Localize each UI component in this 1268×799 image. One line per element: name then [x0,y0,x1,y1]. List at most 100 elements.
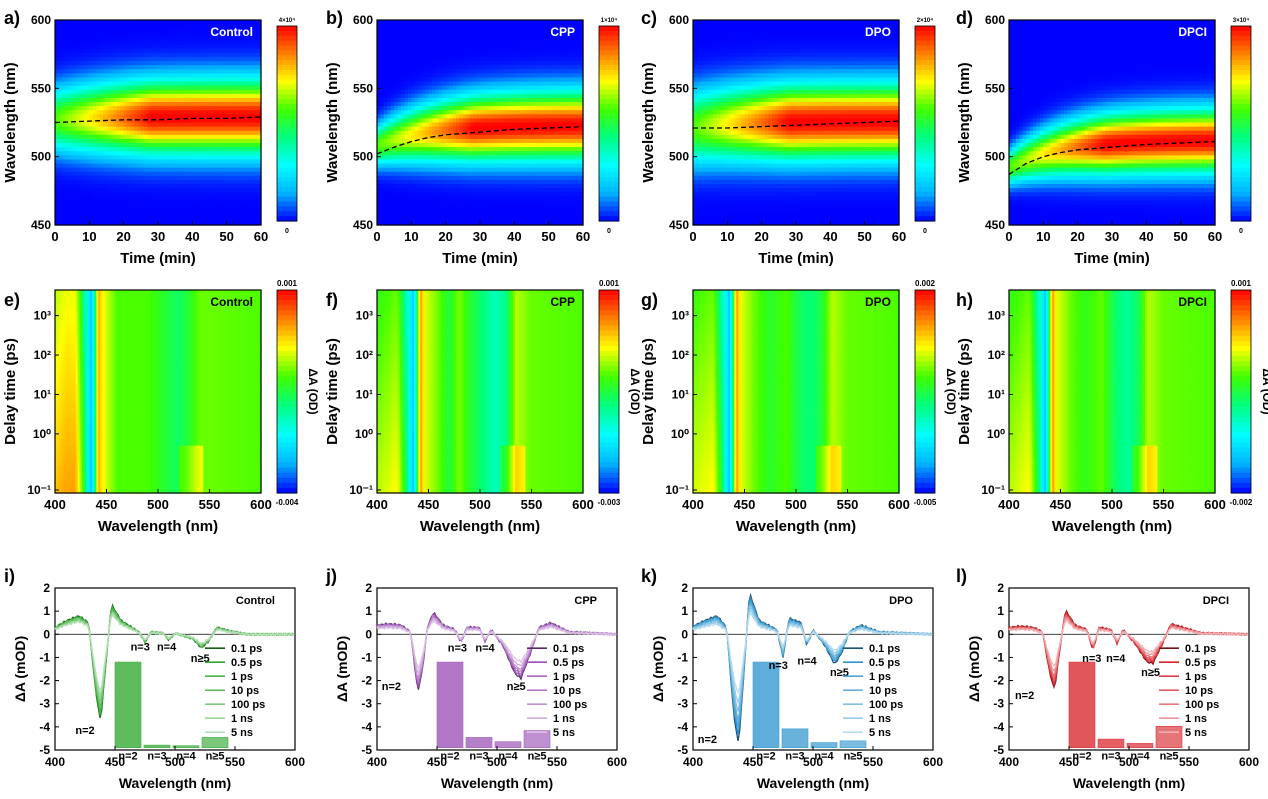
heatmap-cell [477,147,481,152]
heatmap-cell [151,135,155,140]
heatmap-cell [185,184,189,189]
heatmap-cell [432,155,436,160]
heatmap-cell [117,143,121,148]
heatmap-cell [377,98,381,103]
heatmap-cell [227,86,231,91]
heatmap-cell [501,200,505,205]
heatmap-cell [117,188,121,193]
heatmap-cell [473,28,477,33]
heatmap-cell [86,65,90,70]
heatmap-cell [504,82,508,87]
heatmap-cell [237,209,241,214]
heatmap-cell [172,110,176,115]
heatmap-cell [107,147,111,152]
heatmap-cell [422,217,426,222]
heatmap-cell [110,20,114,25]
heatmap-cell [401,184,405,189]
heatmap-cell [134,213,138,218]
heatmap-cell [494,86,498,91]
heatmap-cell [415,41,419,46]
heatmap-cell [179,188,183,193]
heatmap-cell [377,159,381,164]
heatmap-cell [155,57,159,62]
heatmap-cell [72,69,76,74]
heatmap-cell [237,41,241,46]
heatmap-cell [182,139,186,144]
heatmap-cell [144,28,148,33]
heatmap-cell [490,53,494,58]
heatmap-cell [134,127,138,132]
heatmap-cell [65,196,69,201]
heatmap-cell [82,110,86,115]
heatmap-cell [453,82,457,87]
heatmap-cell [380,65,384,70]
heatmap-cell [192,73,196,78]
heatmap-cell [463,196,467,201]
heatmap-cell [435,102,439,107]
heatmap-cell [220,123,224,128]
heatmap-cell [175,200,179,205]
heatmap-cell [117,41,121,46]
heatmap-cell [175,176,179,181]
heatmap-cell [62,188,66,193]
heatmap-cell [124,188,128,193]
heatmap-cell [442,41,446,46]
heatmap-cell [398,209,402,214]
heatmap-cell [501,73,505,78]
heatmap-cell [131,45,135,50]
heatmap-cell [507,36,511,41]
heatmap-cell [254,217,258,222]
heatmap-cell [141,73,145,78]
heatmap-cell [113,123,117,128]
heatmap-cell [117,36,121,41]
heatmap-cell [86,139,90,144]
heatmap-cell [220,82,224,87]
heatmap-cell [103,114,107,119]
heatmap-cell [240,53,244,58]
heatmap-cell [96,168,100,173]
heatmap-cell [227,168,231,173]
heatmap-cell [65,184,69,189]
heatmap-cell [483,205,487,210]
heatmap-cell [110,188,114,193]
heatmap-cell [168,184,172,189]
heatmap-cell [453,159,457,164]
heatmap-cell [234,209,238,214]
heatmap-cell [391,69,395,74]
heatmap-cell [418,28,422,33]
heatmap-cell [141,135,145,140]
heatmap-cell [72,65,76,70]
heatmap-cell [415,213,419,218]
heatmap-cell [470,82,474,87]
heatmap-cell [192,94,196,99]
heatmap-cell [247,164,251,169]
heatmap-cell [196,73,200,78]
heatmap-cell [58,205,62,210]
heatmap-cell [203,57,207,62]
heatmap-cell [398,86,402,91]
heatmap-cell [435,20,439,25]
heatmap-cell [244,127,248,132]
heatmap-cell [432,65,436,70]
heatmap-cell [487,118,491,123]
heatmap-cell [466,180,470,185]
heatmap-cell [446,77,450,82]
heatmap-cell [65,28,69,33]
heatmap-cell [117,98,121,103]
heatmap-cell [442,180,446,185]
heatmap-cell [82,192,86,197]
heatmap-cell [477,205,481,210]
heatmap-cell [168,151,172,156]
heatmap-cell [415,61,419,66]
heatmap-cell [103,127,107,132]
heatmap-cell [391,139,395,144]
heatmap-cell [387,53,391,58]
heatmap-cell [240,69,244,74]
heatmap-cell [58,196,62,201]
heatmap-cell [415,205,419,210]
heatmap-cell [435,192,439,197]
heatmap-cell [480,32,484,37]
heatmap-cell [404,24,408,29]
heatmap-cell [477,118,481,123]
heatmap-cell [240,98,244,103]
